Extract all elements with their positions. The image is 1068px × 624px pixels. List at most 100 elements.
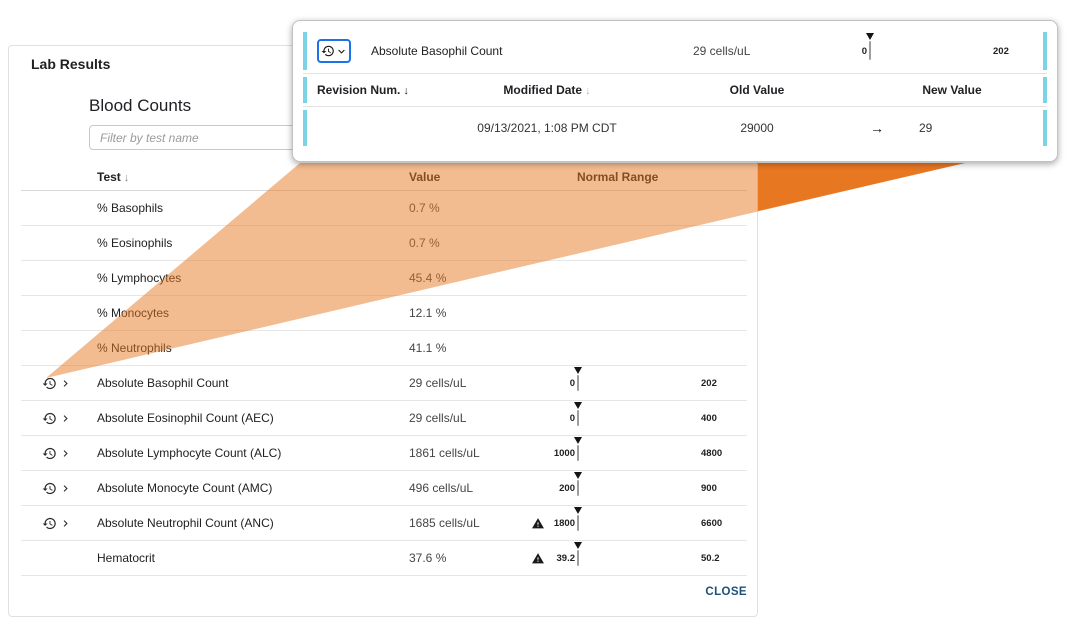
table-row[interactable]: Absolute Eosinophil Count (AEC) 29 cells… xyxy=(21,401,747,436)
table-row[interactable]: % Eosinophils 0.7 % xyxy=(21,226,747,261)
table-row[interactable]: % Lymphocytes 45.4 % xyxy=(21,261,747,296)
value-text: 496 cells/uL xyxy=(409,481,474,495)
range-marker-icon xyxy=(574,507,582,514)
history-icon[interactable] xyxy=(42,481,57,496)
range-bar xyxy=(574,402,582,426)
history-icon[interactable] xyxy=(42,376,57,391)
test-name: % Eosinophils xyxy=(97,236,173,250)
range-marker-icon xyxy=(574,542,582,549)
column-header-old-value[interactable]: Old Value xyxy=(729,83,785,97)
table-row[interactable]: % Monocytes 12.1 % xyxy=(21,296,747,331)
table-row[interactable]: % Basophils 0.7 % xyxy=(21,191,747,226)
table-row[interactable]: Hematocrit 37.6 % 39.2 50.2 xyxy=(21,541,747,576)
range-max-label: 50.2 xyxy=(701,552,720,564)
new-value: 29 xyxy=(919,121,933,135)
test-name: % Lymphocytes xyxy=(97,271,182,285)
sort-descending-icon[interactable]: ↓ xyxy=(403,85,409,97)
history-icon[interactable] xyxy=(42,411,57,426)
table-row[interactable]: Absolute Lymphocyte Count (ALC) 1861 cel… xyxy=(21,436,747,471)
page-title: Lab Results xyxy=(31,56,111,72)
test-name: Hematocrit xyxy=(97,551,156,565)
value-text: 41.1 % xyxy=(409,341,447,355)
chevron-right-icon[interactable] xyxy=(59,482,72,495)
chevron-down-icon xyxy=(337,49,345,54)
revision-row[interactable]: 09/13/2021, 1:08 PM CDT 29000 → 29 xyxy=(303,107,1047,149)
row-history-controls[interactable] xyxy=(21,411,97,426)
column-header-normal-range[interactable]: Normal Range xyxy=(577,169,659,184)
row-history-controls[interactable] xyxy=(21,446,97,461)
range-max-label: 400 xyxy=(701,412,717,424)
table-row[interactable]: Absolute Basophil Count 29 cells/uL 0 20… xyxy=(21,366,747,401)
test-name: Absolute Monocyte Count (AMC) xyxy=(97,481,273,495)
sort-descending-icon[interactable]: ↓ xyxy=(585,85,591,97)
history-collapse-button[interactable] xyxy=(317,39,351,63)
test-name: Absolute Eosinophil Count (AEC) xyxy=(97,411,274,425)
popup-range-group: 0 202 xyxy=(839,33,1031,60)
row-history-controls[interactable] xyxy=(21,376,97,391)
range-bar xyxy=(574,367,582,391)
popup-range-marker-icon xyxy=(866,33,874,40)
column-header-modified-date[interactable]: Modified Date ↓ xyxy=(503,83,591,97)
range-max-label: 6600 xyxy=(701,517,723,529)
range-bar xyxy=(574,542,582,566)
table-row[interactable]: Absolute Monocyte Count (AMC) 496 cells/… xyxy=(21,471,747,506)
chevron-right-icon[interactable] xyxy=(59,377,72,390)
range-min-label: 0 xyxy=(569,377,575,389)
old-to-new-arrow-icon: → xyxy=(870,120,884,136)
modified-date: 09/13/2021, 1:08 PM CDT xyxy=(477,121,617,135)
history-icon[interactable] xyxy=(42,446,57,461)
row-history-controls[interactable] xyxy=(21,516,97,531)
value-text: 0.7 % xyxy=(409,236,440,250)
range-marker-icon xyxy=(574,402,582,409)
range-min-label: 39.2 xyxy=(556,552,576,564)
revision-table-header: Revision Num. ↓ Modified Date ↓ Old Value … xyxy=(303,74,1047,107)
test-name: Absolute Basophil Count xyxy=(97,376,229,390)
column-header-revision-num[interactable]: Revision Num. ↓ xyxy=(317,83,409,97)
value-text: 1861 cells/uL xyxy=(409,446,480,460)
column-header-test[interactable]: Test ↓ xyxy=(97,169,130,184)
chevron-right-icon[interactable] xyxy=(59,447,72,460)
range-min-label: 0 xyxy=(569,412,575,424)
value-text: 29 cells/uL xyxy=(409,376,467,390)
history-icon xyxy=(321,45,334,57)
warning-icon xyxy=(532,552,544,563)
column-header-new-value[interactable]: New Value xyxy=(922,83,982,97)
table-header-row: Test ↓ Value Normal Range xyxy=(21,163,747,191)
range-max-label: 202 xyxy=(701,377,717,389)
value-text: 29 cells/uL xyxy=(409,411,467,425)
test-name: Absolute Lymphocyte Count (ALC) xyxy=(97,446,282,460)
row-history-controls[interactable] xyxy=(21,481,97,496)
range-bar xyxy=(574,507,582,531)
value-text: 12.1 % xyxy=(409,306,447,320)
zoom-beam-solid xyxy=(758,163,965,211)
revision-history-popup: Absolute Basophil Count 29 cells/uL 0 20… xyxy=(292,20,1058,162)
value-text: 37.6 % xyxy=(409,551,447,565)
test-name: % Monocytes xyxy=(97,306,170,320)
popup-test-name: Absolute Basophil Count xyxy=(371,44,503,58)
chevron-right-icon[interactable] xyxy=(59,517,72,530)
range-max-label: 900 xyxy=(701,482,717,494)
range-marker-icon xyxy=(574,437,582,444)
table-row[interactable]: % Neutrophils 41.1 % xyxy=(21,331,747,366)
popup-test-row: Absolute Basophil Count 29 cells/uL 0 20… xyxy=(303,29,1047,74)
section-title: Blood Counts xyxy=(89,96,192,115)
value-text: 45.4 % xyxy=(409,271,447,285)
revision-rows: 09/13/2021, 1:08 PM CDT 29000 → 29 xyxy=(303,107,1047,149)
sort-descending-icon[interactable]: ↓ xyxy=(123,171,130,184)
history-icon[interactable] xyxy=(42,516,57,531)
column-header-value[interactable]: Value xyxy=(409,169,441,184)
popup-test-value: 29 cells/uL xyxy=(693,44,751,58)
old-value: 29000 xyxy=(740,121,774,135)
value-text: 1685 cells/uL xyxy=(409,516,480,530)
test-rows: % Basophils 0.7 % % Eosinophils 0.7 % % … xyxy=(21,191,747,576)
range-bar xyxy=(574,437,582,461)
range-max-label: 4800 xyxy=(701,447,723,459)
value-text: 0.7 % xyxy=(409,201,440,215)
popup-range-bar xyxy=(866,33,874,60)
test-name: Absolute Neutrophil Count (ANC) xyxy=(97,516,274,530)
chevron-right-icon[interactable] xyxy=(59,412,72,425)
close-button[interactable]: CLOSE xyxy=(705,586,747,598)
test-name: % Neutrophils xyxy=(97,341,172,355)
table-row[interactable]: Absolute Neutrophil Count (ANC) 1685 cel… xyxy=(21,506,747,541)
warning-icon xyxy=(532,517,544,528)
